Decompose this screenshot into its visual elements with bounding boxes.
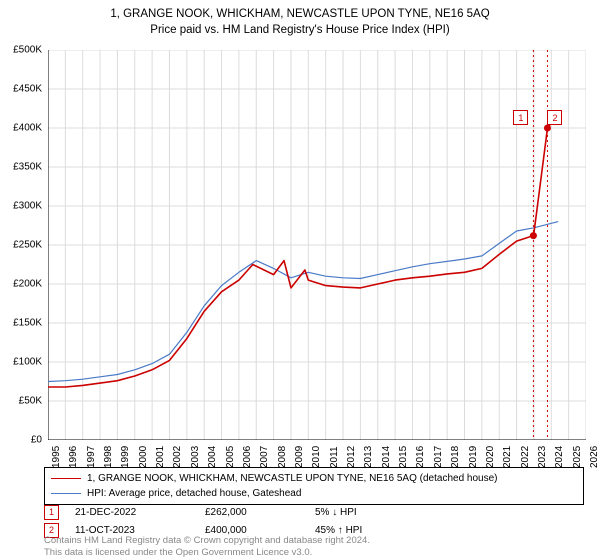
- chart-subtitle: Price paid vs. HM Land Registry's House …: [0, 22, 600, 38]
- chart-container: 1, GRANGE NOOK, WHICKHAM, NEWCASTLE UPON…: [0, 0, 600, 560]
- chart-area: £0£50K£100K£150K£200K£250K£300K£350K£400…: [48, 50, 586, 440]
- sale-date-2: 11-OCT-2023: [75, 525, 205, 536]
- title-block: 1, GRANGE NOOK, WHICKHAM, NEWCASTLE UPON…: [0, 0, 600, 38]
- y-axis: £0£50K£100K£150K£200K£250K£300K£350K£400…: [4, 50, 46, 440]
- legend-row-2: HPI: Average price, detached house, Gate…: [51, 486, 577, 501]
- callout-1: 1: [513, 110, 528, 125]
- legend-label-2: HPI: Average price, detached house, Gate…: [87, 486, 301, 501]
- sale-delta-1: 5% ↓ HPI: [315, 507, 584, 518]
- sale-price-1: £262,000: [205, 507, 315, 518]
- plot-svg: [48, 50, 586, 440]
- chart-title: 1, GRANGE NOOK, WHICKHAM, NEWCASTLE UPON…: [0, 6, 600, 22]
- sale-row-1: 1 21-DEC-2022 £262,000 5% ↓ HPI: [44, 503, 584, 521]
- sale-delta-2: 45% ↑ HPI: [315, 525, 584, 536]
- sale-price-2: £400,000: [205, 525, 315, 536]
- sale-marker-1: 1: [44, 505, 59, 520]
- legend: 1, GRANGE NOOK, WHICKHAM, NEWCASTLE UPON…: [44, 467, 584, 505]
- legend-row-1: 1, GRANGE NOOK, WHICKHAM, NEWCASTLE UPON…: [51, 471, 577, 486]
- footer-note: Contains HM Land Registry data © Crown c…: [44, 535, 370, 558]
- sale-table: 1 21-DEC-2022 £262,000 5% ↓ HPI 2 11-OCT…: [44, 503, 584, 539]
- legend-swatch-2: [51, 493, 81, 494]
- sale-date-1: 21-DEC-2022: [75, 507, 205, 518]
- legend-swatch-1: [51, 478, 81, 479]
- legend-label-1: 1, GRANGE NOOK, WHICKHAM, NEWCASTLE UPON…: [87, 471, 498, 486]
- callout-2: 2: [547, 110, 562, 125]
